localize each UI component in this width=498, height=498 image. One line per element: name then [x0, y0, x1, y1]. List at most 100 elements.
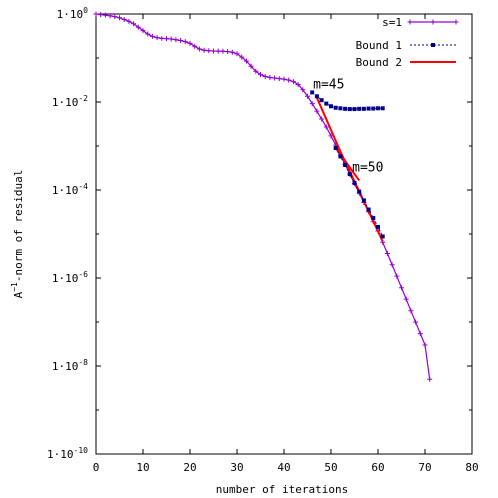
series-bound1-point	[357, 106, 362, 111]
series-s1-point	[107, 13, 113, 19]
series-bound1-point	[376, 106, 380, 111]
series-s1-point	[305, 93, 310, 99]
series-s1-point	[262, 73, 268, 79]
series-s1-point	[121, 16, 127, 22]
series-bound1-point	[380, 234, 385, 239]
y-tick-label: 1·10-8	[52, 358, 88, 373]
series-bound1-point	[333, 146, 338, 151]
series-bound1-point	[338, 154, 343, 159]
series-s1-point	[201, 47, 207, 53]
series-s1-point	[267, 75, 273, 81]
x-tick-label: 30	[230, 461, 243, 474]
series-bound1-point	[314, 94, 319, 99]
series-bound1-point	[338, 106, 343, 111]
legend-marker-s1	[430, 19, 436, 25]
y-axis-ticks: 1·100 1·10-2 1·10-4 1·10-6 1·10-8 1·10-10	[47, 6, 472, 461]
series-bound1-point	[376, 224, 380, 229]
x-tick-label: 20	[183, 461, 196, 474]
series-s1-point	[131, 21, 137, 27]
series-s1-point	[427, 376, 433, 382]
series-s1-point	[135, 24, 141, 30]
y-tick-label: 1·10-10	[47, 446, 88, 461]
series-s1-point	[187, 40, 193, 46]
series-bound1-point	[343, 106, 348, 111]
x-tick-label: 40	[277, 461, 290, 474]
series-bound1-point	[361, 106, 366, 111]
series-s1-point	[211, 48, 216, 54]
series-s1-point	[309, 101, 315, 107]
series-s1-point	[112, 14, 118, 20]
x-tick-label: 70	[418, 461, 431, 474]
legend-marker-bound1	[431, 43, 435, 47]
series-s1-point	[154, 35, 160, 41]
series-bound1-point	[366, 207, 371, 212]
series-bound1-point	[333, 105, 338, 110]
annotations: m=45 m=50	[313, 77, 383, 175]
series-s1-point	[196, 46, 202, 52]
series-bound2-segment	[339, 151, 384, 242]
series-s1-point	[319, 116, 325, 122]
series-bound2-segment	[315, 97, 342, 152]
series-s1-point	[159, 35, 165, 41]
legend: s=1 Bound 1 Bound 2	[356, 16, 459, 69]
series-s1-point	[408, 308, 414, 314]
legend-sample-s1	[407, 19, 459, 25]
series-s1-point	[276, 76, 282, 82]
series-bound1-point	[347, 172, 352, 177]
series-s1-point	[220, 48, 226, 54]
series-bound1-point	[361, 198, 366, 203]
series-bound1-point	[347, 107, 352, 112]
series-bound1-point	[329, 104, 333, 109]
series-s1-point	[389, 262, 395, 268]
y-tick-label: 1·100	[57, 6, 89, 21]
y-axis-title: A−1-norm of residual	[10, 170, 25, 299]
y-axis-title-exponent: −1	[10, 282, 19, 292]
series-bound1-segment	[311, 92, 383, 110]
series-layer	[93, 11, 433, 382]
series-bound1-point	[380, 106, 385, 111]
series-s1-point	[314, 108, 320, 114]
series-s1-point	[117, 15, 122, 21]
series-s1-point	[413, 319, 419, 325]
x-tick-label: 10	[136, 461, 149, 474]
x-axis-title: number of iterations	[216, 483, 348, 496]
series-s1-point	[258, 72, 263, 78]
series-s1-point	[149, 33, 155, 39]
series-s1-point	[98, 12, 104, 18]
series-bound1-point	[366, 106, 371, 111]
series-s1-point	[173, 37, 179, 43]
series-s1-point	[290, 79, 296, 85]
series-bound1-point	[343, 162, 348, 167]
series-bound1-point	[319, 98, 324, 103]
x-tick-label: 80	[465, 461, 478, 474]
series-s1-point	[253, 68, 259, 74]
series-s1-point	[403, 296, 409, 302]
series-s1-point	[272, 75, 278, 81]
series-s1-point	[323, 124, 329, 130]
series-s1-point	[206, 48, 212, 54]
x-axis-ticks: 0 10 20 30 40 50 60 70 80	[93, 14, 479, 474]
series-s1-point	[215, 48, 221, 54]
annotation-label: m=45	[313, 77, 344, 92]
series-bound1-point	[324, 101, 329, 106]
series-bound1-point	[357, 189, 362, 194]
series-s1-point	[93, 11, 99, 17]
series-s1-point	[164, 36, 169, 42]
series-s1-point	[178, 37, 184, 43]
series-s1-point	[126, 18, 132, 24]
series-s1-point	[168, 36, 174, 42]
y-axis-title-rest: -norm of residual	[12, 170, 25, 283]
series-bound1-point	[310, 90, 315, 95]
legend-marker-s1	[407, 19, 413, 25]
series-bound1-point	[352, 180, 357, 185]
legend-label-bound1: Bound 1	[356, 39, 402, 52]
legend-label-bound2: Bound 2	[356, 56, 402, 69]
series-s1-point	[234, 51, 240, 57]
series-s1-point	[229, 49, 235, 55]
series-s1-point	[182, 39, 188, 45]
series-s1-point	[248, 63, 254, 69]
y-tick-label: 1·10-4	[52, 182, 88, 197]
series-s1-point	[384, 251, 390, 257]
annotation-label: m=50	[352, 161, 383, 176]
